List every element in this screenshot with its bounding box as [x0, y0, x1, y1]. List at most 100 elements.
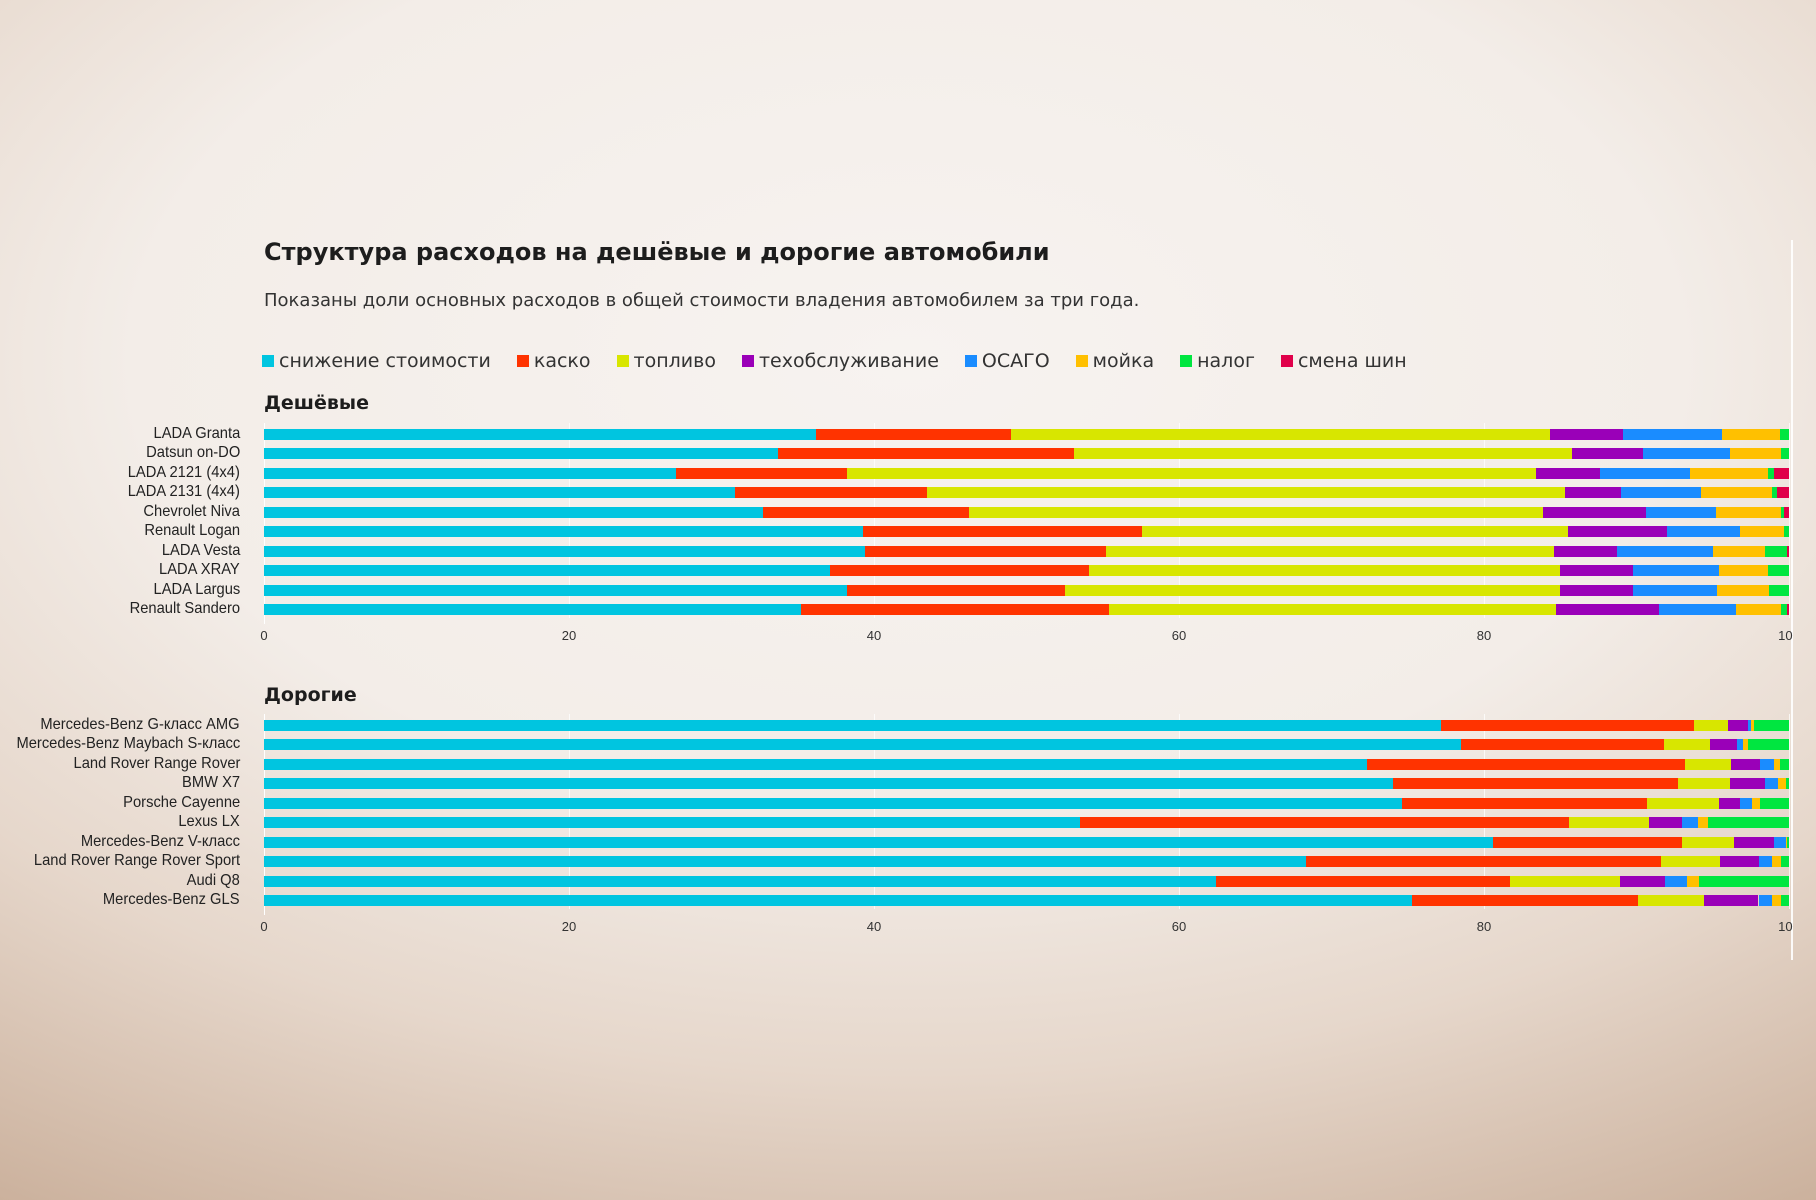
- bar-segment-8-3[interactable]: [1089, 565, 1561, 577]
- bar-segment-1-5[interactable]: [1622, 429, 1722, 440]
- bar-segment-8-2[interactable]: [1305, 856, 1661, 868]
- bar-segment-6-6[interactable]: [1740, 526, 1785, 538]
- bar-segment-9-6[interactable]: [1717, 584, 1770, 596]
- bar-segment-9-1[interactable]: [264, 875, 1216, 887]
- bar-segment-8-5[interactable]: [1633, 565, 1719, 577]
- bar-segment-1-1[interactable]: [264, 429, 817, 440]
- bar-segment-5-4[interactable]: [1543, 506, 1646, 518]
- legend-item[interactable]: смена шин: [1280, 350, 1407, 372]
- bar-segment-10-3[interactable]: [1638, 895, 1704, 907]
- bar-segment-9-1[interactable]: [264, 584, 847, 596]
- bar-segment-6-7[interactable]: [1784, 526, 1789, 538]
- bar-segment-3-7[interactable]: [1767, 467, 1774, 479]
- bar-segment-4-2[interactable]: [1392, 778, 1678, 790]
- bar-segment-9-4[interactable]: [1560, 584, 1634, 596]
- bar-segment-3-5[interactable]: [1760, 758, 1774, 770]
- bar-segment-1-4[interactable]: [1549, 429, 1623, 440]
- bar-segment-6-4[interactable]: [1648, 817, 1683, 829]
- bar-segment-5-8[interactable]: [1784, 506, 1789, 518]
- bar-segment-3-3[interactable]: [1685, 758, 1732, 770]
- bar-segment-9-2[interactable]: [1215, 875, 1510, 887]
- bar-segment-5-5[interactable]: [1740, 797, 1753, 809]
- bar-segment-2-7[interactable]: [1747, 739, 1789, 751]
- bar-segment-10-7[interactable]: [1781, 604, 1788, 616]
- bar-segment-6-7[interactable]: [1708, 817, 1789, 829]
- bar-segment-3-1[interactable]: [264, 758, 1367, 770]
- bar-segment-6-3[interactable]: [1569, 817, 1649, 829]
- bar-segment-9-5[interactable]: [1633, 584, 1718, 596]
- bar-segment-8-7[interactable]: [1767, 565, 1789, 577]
- bar-segment-9-3[interactable]: [1509, 875, 1620, 887]
- bar-segment-3-1[interactable]: [264, 467, 676, 479]
- bar-segment-6-4[interactable]: [1567, 526, 1667, 538]
- bar-segment-7-2[interactable]: [1493, 836, 1683, 848]
- bar-segment-2-1[interactable]: [264, 448, 778, 460]
- bar-segment-3-2[interactable]: [675, 467, 847, 479]
- bar-segment-5-5[interactable]: [1645, 506, 1716, 518]
- bar-segment-2-3[interactable]: [1073, 448, 1573, 460]
- bar-segment-4-3[interactable]: [1677, 778, 1730, 790]
- bar-segment-7-6[interactable]: [1712, 545, 1765, 557]
- bar-segment-8-6[interactable]: [1718, 565, 1768, 577]
- bar-segment-9-3[interactable]: [1064, 584, 1561, 596]
- bar-segment-5-2[interactable]: [762, 506, 969, 518]
- bar-segment-1-1[interactable]: [264, 720, 1442, 731]
- bar-segment-6-1[interactable]: [264, 526, 864, 538]
- bar-segment-2-2[interactable]: [777, 448, 1074, 460]
- bar-segment-4-2[interactable]: [735, 487, 928, 499]
- bar-segment-10-4[interactable]: [1703, 895, 1759, 907]
- bar-segment-4-3[interactable]: [927, 487, 1565, 499]
- bar-segment-1-4[interactable]: [1728, 720, 1748, 731]
- bar-segment-2-6[interactable]: [1743, 739, 1748, 751]
- bar-segment-1-7[interactable]: [1753, 720, 1789, 731]
- bar-segment-8-7[interactable]: [1781, 856, 1789, 868]
- bar-segment-4-1[interactable]: [264, 778, 1393, 790]
- bar-segment-7-4[interactable]: [1734, 836, 1774, 848]
- bar-segment-9-7[interactable]: [1699, 875, 1789, 887]
- bar-segment-4-1[interactable]: [264, 487, 736, 499]
- bar-segment-6-2[interactable]: [1079, 817, 1570, 829]
- bar-segment-6-5[interactable]: [1667, 526, 1741, 538]
- bar-segment-4-7[interactable]: [1785, 778, 1789, 790]
- bar-segment-6-5[interactable]: [1682, 817, 1698, 829]
- bar-segment-7-2[interactable]: [864, 545, 1106, 557]
- bar-segment-9-7[interactable]: [1769, 584, 1789, 596]
- bar-segment-8-3[interactable]: [1660, 856, 1721, 868]
- bar-segment-5-6[interactable]: [1715, 506, 1782, 518]
- bar-segment-4-7[interactable]: [1772, 487, 1777, 499]
- bar-segment-5-2[interactable]: [1401, 797, 1648, 809]
- bar-segment-1-3[interactable]: [1694, 720, 1728, 731]
- bar-segment-8-4[interactable]: [1720, 856, 1759, 868]
- bar-segment-8-5[interactable]: [1758, 856, 1773, 868]
- bar-segment-3-4[interactable]: [1535, 467, 1600, 479]
- bar-segment-5-7[interactable]: [1760, 797, 1789, 809]
- bar-segment-10-6[interactable]: [1735, 604, 1782, 616]
- bar-segment-10-3[interactable]: [1108, 604, 1556, 616]
- bar-segment-10-2[interactable]: [1412, 895, 1638, 907]
- bar-segment-8-1[interactable]: [264, 856, 1306, 868]
- bar-segment-3-4[interactable]: [1731, 758, 1761, 770]
- bar-segment-6-1[interactable]: [264, 817, 1080, 829]
- bar-segment-2-7[interactable]: [1781, 448, 1789, 460]
- bar-segment-5-7[interactable]: [1781, 506, 1785, 518]
- bar-segment-2-5[interactable]: [1737, 739, 1744, 751]
- bar-segment-3-8[interactable]: [1773, 467, 1789, 479]
- bar-segment-1-2[interactable]: [1441, 720, 1695, 731]
- bar-segment-5-3[interactable]: [968, 506, 1544, 518]
- bar-segment-5-3[interactable]: [1647, 797, 1719, 809]
- bar-segment-8-1[interactable]: [264, 565, 830, 577]
- bar-segment-9-5[interactable]: [1665, 875, 1687, 887]
- bar-segment-7-5[interactable]: [1616, 545, 1713, 557]
- bar-segment-8-2[interactable]: [829, 565, 1090, 577]
- bar-segment-1-6[interactable]: [1721, 429, 1780, 440]
- bar-segment-10-5[interactable]: [1659, 604, 1736, 616]
- bar-segment-3-6[interactable]: [1773, 758, 1780, 770]
- bar-segment-8-4[interactable]: [1560, 565, 1634, 577]
- legend-item[interactable]: техобслуживание: [741, 350, 939, 372]
- bar-segment-4-4[interactable]: [1564, 487, 1622, 499]
- bar-segment-6-2[interactable]: [863, 526, 1143, 538]
- bar-segment-7-6[interactable]: [1785, 836, 1788, 848]
- bar-segment-3-5[interactable]: [1599, 467, 1690, 479]
- bar-segment-2-3[interactable]: [1663, 739, 1710, 751]
- bar-segment-8-6[interactable]: [1772, 856, 1782, 868]
